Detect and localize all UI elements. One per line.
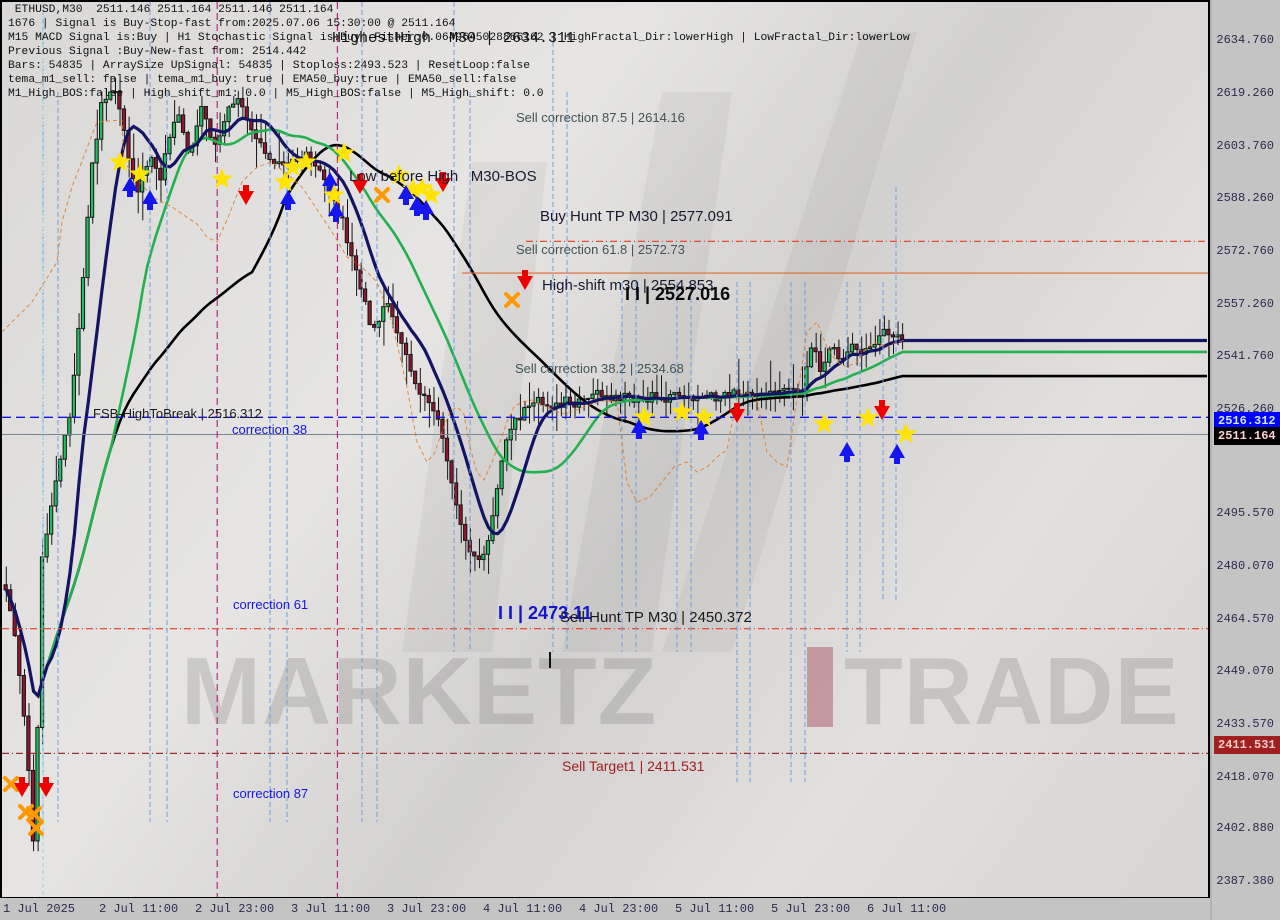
svg-text:TRADE: TRADE [844,638,1180,745]
svg-text:MARKETZ: MARKETZ [181,638,657,745]
